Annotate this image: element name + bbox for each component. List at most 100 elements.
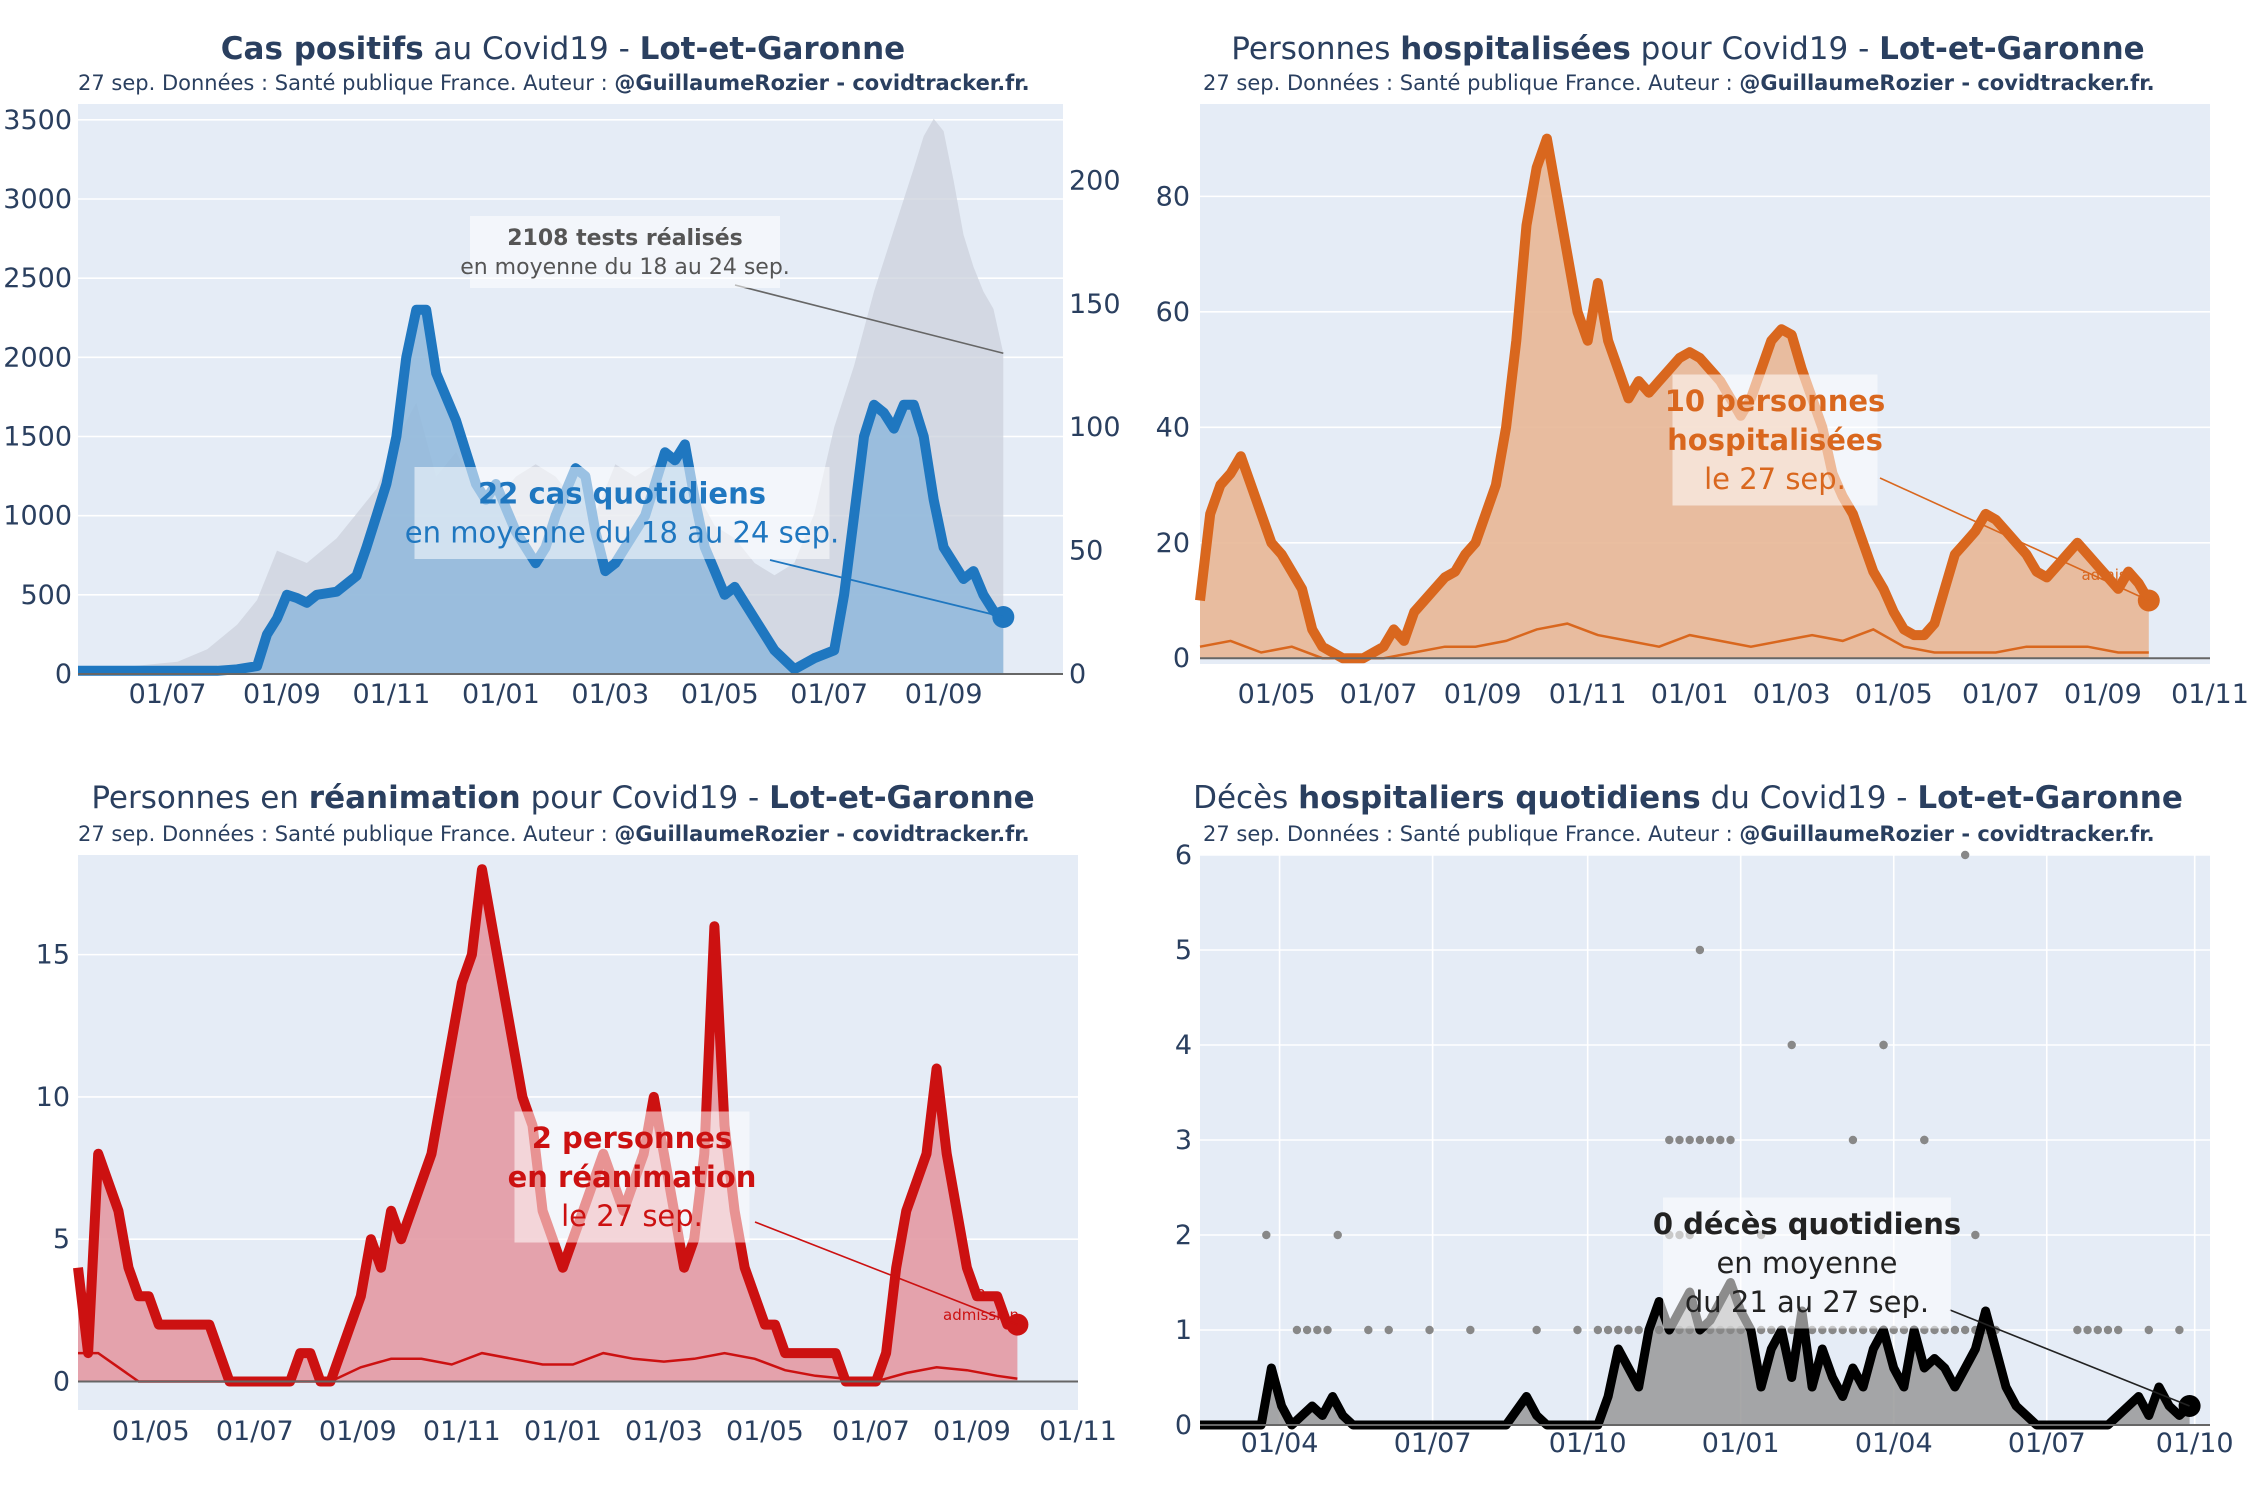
x-tick: 01/09: [2064, 679, 2142, 710]
chart-title-part: réanimation: [309, 780, 521, 816]
x-tick: 01/05: [1855, 679, 1933, 710]
y-tick-left: 3000: [3, 184, 72, 215]
daily-death-dot: [1603, 1325, 1613, 1335]
annotation-text: du 21 au 27 sep.: [1685, 1285, 1929, 1319]
y-tick: 3: [1175, 1125, 1192, 1156]
annotation-box: [470, 216, 780, 288]
daily-death-dot: [1262, 1230, 1271, 1240]
x-tick: 01/09: [319, 1416, 397, 1447]
x-tick: 01/04: [1241, 1428, 1319, 1459]
rea-area: [78, 869, 1018, 1382]
chart-title: Cas positifs au Covid19 - Lot-et-Garonne: [221, 31, 905, 67]
daily-death-dot: [1425, 1325, 1434, 1335]
daily-death-dot: [1848, 1135, 1858, 1145]
daily-death-dot: [1685, 1135, 1694, 1145]
y-tick-left: 2000: [3, 342, 72, 373]
daily-death-dot: [1364, 1325, 1373, 1335]
y-tick-left: 1500: [3, 422, 72, 453]
x-tick: 01/07: [216, 1416, 294, 1447]
chart-title-part: au Covid19 -: [424, 31, 640, 67]
daily-death-dot: [1787, 1040, 1796, 1050]
chart-subtitle: 27 sep. Données : Santé publique France.…: [78, 71, 1030, 95]
daily-death-dot: [1384, 1325, 1393, 1335]
annotation-text: 0 décès quotidiens: [1653, 1207, 1961, 1241]
annotation-box: [1663, 1197, 1951, 1329]
y-tick: 1: [1175, 1315, 1192, 1346]
x-tick: 01/11: [1039, 1416, 1117, 1447]
annotation-text: en réanimation: [508, 1160, 757, 1194]
annotation-leader: [754, 1221, 1018, 1326]
daily-death-dot: [1950, 1325, 1960, 1335]
x-tick: 01/04: [1855, 1428, 1933, 1459]
annotation-text: hospitalisées: [1667, 423, 1883, 457]
subtitle-source: 27 sep. Données : Santé publique France.…: [78, 71, 614, 95]
daily-death-dot: [2093, 1325, 2102, 1335]
y-tick: 0: [1175, 1410, 1192, 1441]
annotation-text: 2108 tests réalisés: [507, 226, 743, 251]
x-tick: 01/07: [832, 1416, 910, 1447]
y-tick-right: 0: [1069, 659, 1086, 690]
x-tick: 01/03: [625, 1416, 703, 1447]
daily-death-dot: [1532, 1325, 1541, 1335]
y-tick-left: 500: [20, 580, 72, 611]
y-tick-left: 1000: [3, 501, 72, 532]
daily-death-dot: [1695, 1135, 1705, 1145]
annotation-box: [1672, 374, 1878, 506]
annotation-text: 22 cas quotidiens: [478, 476, 766, 510]
x-tick: 01/01: [524, 1416, 602, 1447]
daily-death-dot: [1302, 1325, 1312, 1335]
annotation-leader: [1879, 477, 2150, 602]
y-tick: 10: [36, 1082, 70, 1113]
chart-subtitle: 27 sep. Données : Santé publique France.…: [1203, 822, 2155, 846]
chart-title-part: hospitalisées: [1400, 31, 1631, 67]
annotation-text: le 27 sep.: [561, 1199, 703, 1233]
annotation-leader: [734, 284, 1004, 354]
y-tick: 60: [1156, 297, 1190, 328]
daily-death-dot: [1675, 1135, 1684, 1145]
x-tick: 01/05: [1238, 679, 1316, 710]
x-tick: 01/11: [423, 1416, 501, 1447]
daily-death-dot: [1624, 1325, 1633, 1335]
daily-death-dot: [1614, 1325, 1623, 1335]
daily-death-dot: [1879, 1040, 1888, 1050]
annotation-text: en moyenne du 18 au 24 sep.: [460, 255, 790, 280]
y-tick-right: 100: [1069, 412, 1121, 443]
daily-death-dot: [2175, 1325, 2184, 1335]
daily-death-dot: [1593, 1325, 1603, 1335]
x-tick: 01/07: [1340, 679, 1418, 710]
y-tick: 0: [53, 1367, 70, 1398]
daily-death-dot: [1313, 1325, 1322, 1335]
chart-title-part: pour Covid19 -: [1631, 31, 1879, 67]
chart-title-part: pour Covid19 -: [521, 780, 769, 816]
annotation-leader: [769, 559, 1004, 618]
x-tick: 01/09: [243, 679, 321, 710]
hospitalized-chart-panel: Personnes hospitalisées pour Covid19 - L…: [1156, 31, 2249, 710]
y-tick-left: 3500: [3, 105, 72, 136]
y-tick: 0: [1173, 643, 1190, 674]
deaths-area: [1200, 1282, 2190, 1425]
x-tick: 01/07: [790, 679, 868, 710]
annotation-text: 10 personnes: [1665, 384, 1886, 418]
daily-death-dot: [2144, 1325, 2153, 1335]
cases-chart-panel: Cas positifs au Covid19 - Lot-et-Garonne…: [3, 31, 1120, 710]
chart-title-part: Personnes: [1231, 31, 1400, 67]
x-tick: 01/01: [1651, 679, 1729, 710]
chart-title: Personnes en réanimation pour Covid19 - …: [91, 780, 1034, 816]
y-tick: 15: [36, 940, 70, 971]
chart-title-part: du Covid19 -: [1701, 780, 1918, 816]
chart-title: Décès hospitaliers quotidiens du Covid19…: [1193, 780, 2183, 816]
daily-death-dot: [1960, 850, 1970, 860]
annotation-box: [414, 467, 830, 559]
daily-death-dot: [1654, 1325, 1664, 1335]
x-tick: 01/07: [1394, 1428, 1472, 1459]
x-tick: 01/07: [1962, 679, 2040, 710]
x-tick: 01/11: [2171, 679, 2249, 710]
x-tick: 01/11: [1549, 679, 1627, 710]
annotation-text: en moyenne du 18 au 24 sep.: [405, 515, 839, 549]
y-tick: 4: [1175, 1030, 1192, 1061]
admissions-label: admiss: [2081, 566, 2134, 584]
daily-death-dot: [2113, 1325, 2123, 1335]
daily-death-dot: [1695, 945, 1705, 955]
deaths-chart-panel: Décès hospitaliers quotidiens du Covid19…: [1175, 780, 2234, 1459]
